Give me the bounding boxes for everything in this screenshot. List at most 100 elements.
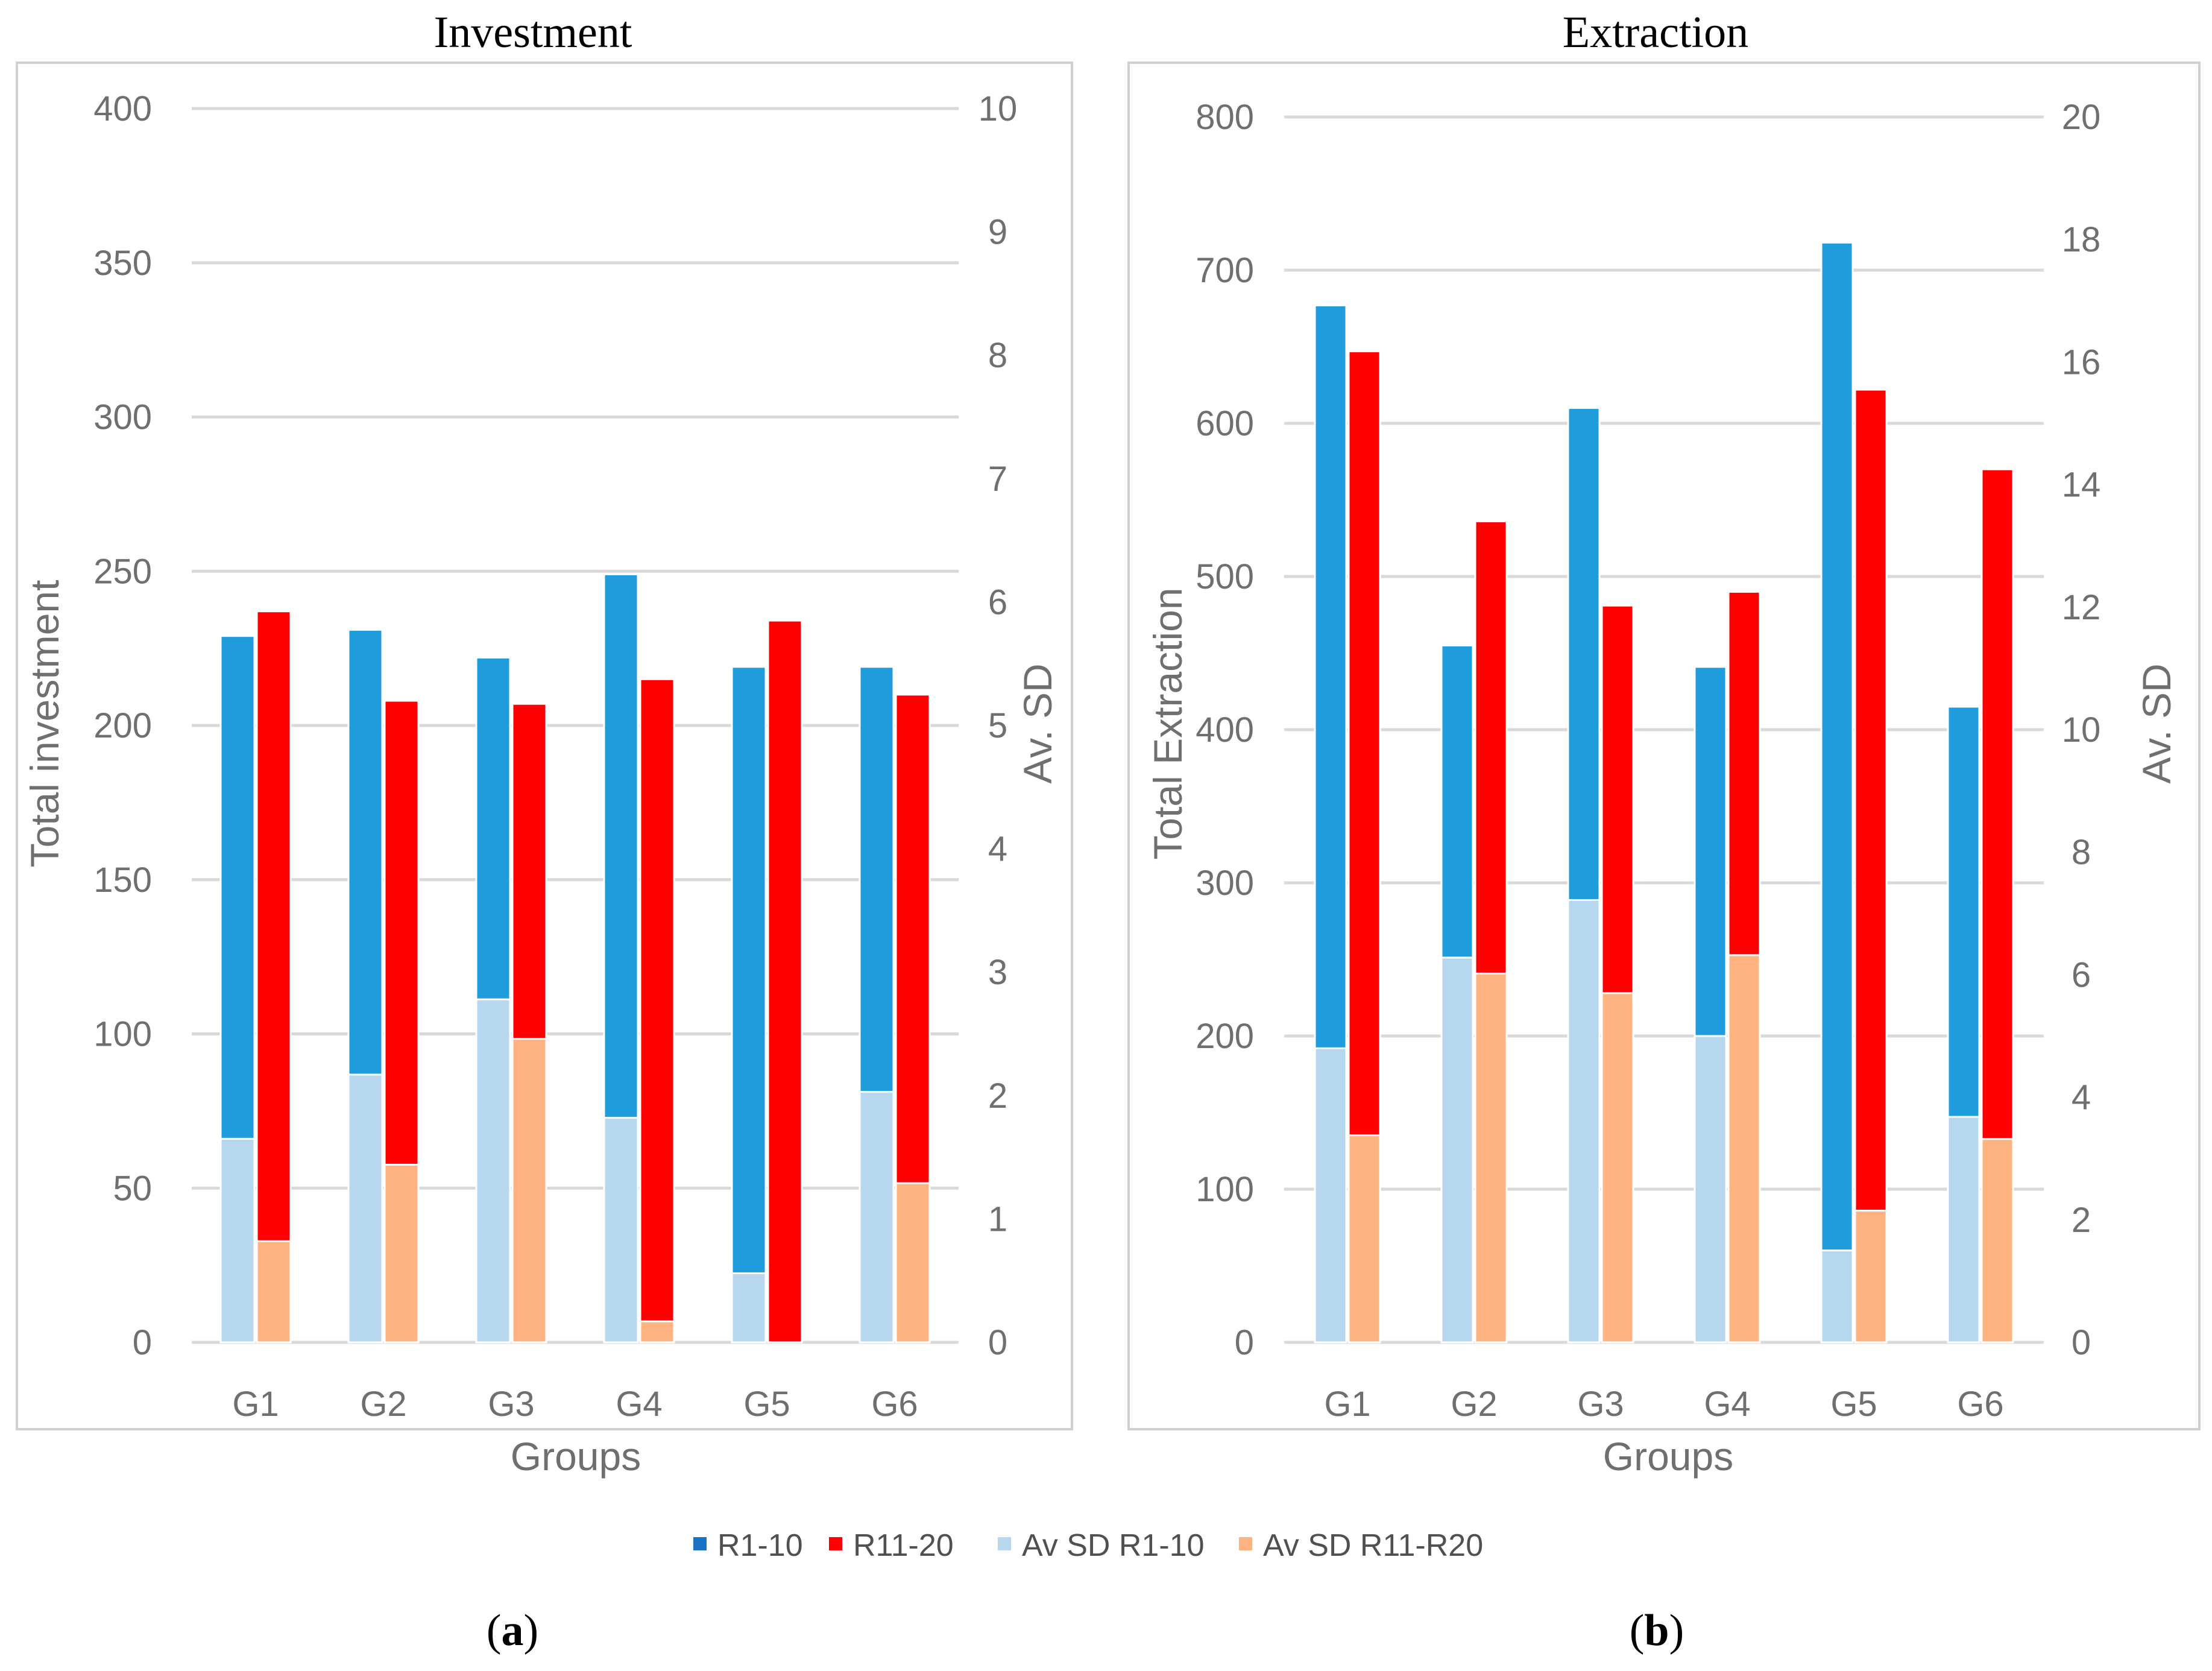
y2-tick-label: 5 [988,706,1007,745]
bar-av-sd-r1-10-g5 [731,1272,767,1344]
y2-tick-label: 0 [988,1323,1007,1362]
bar-av-sd-r1-10-g2 [1440,956,1474,1344]
bar-av-sd-r1-10-g6 [859,1091,895,1344]
bar-av-sd-r1-10-g4 [603,1117,639,1344]
legend-swatch [1239,1537,1252,1550]
caption-letter: b [1644,1606,1669,1655]
caption-paren: ( [487,1606,502,1655]
y2-tick-label: 20 [2062,98,2101,137]
y2-tick-label: 10 [978,89,1018,128]
y-axis-label: Total investment [22,580,67,868]
x-tick-label: G5 [743,1385,790,1424]
y-tick-label: 0 [1235,1323,1254,1362]
y-tick-label: 200 [1196,1017,1254,1056]
bar-r11-20-g1 [256,610,292,1344]
y2-axis-label: Av. SD [1015,663,1060,783]
bar-av-sd-r11-r20-g1 [256,1240,292,1344]
y-tick-label: 400 [1196,710,1254,750]
y-axis-label: Total Extraction [1145,587,1190,859]
bar-r1-10-g5 [731,666,767,1344]
x-tick-label: G3 [488,1385,534,1424]
x-tick-label: G4 [1704,1385,1750,1424]
bar-av-sd-r11-r20-g2 [383,1163,420,1344]
y2-tick-label: 2 [2072,1201,2091,1240]
legend-label: R11-20 [853,1528,954,1563]
legend-swatch [829,1537,842,1550]
bar-r11-20-g5 [767,619,803,1344]
y2-tick-label: 14 [2062,466,2101,505]
y2-tick-label: 1 [988,1199,1007,1239]
y-tick-label: 300 [1196,864,1254,903]
y2-tick-label: 4 [2072,1078,2091,1117]
y2-tick-label: 10 [2062,710,2101,750]
x-tick-label: G4 [616,1385,662,1424]
bar-av-sd-r1-10-g4 [1694,1035,1727,1344]
y2-tick-label: 18 [2062,220,2101,259]
y2-tick-label: 3 [988,953,1007,992]
bar-av-sd-r11-r20-g4 [639,1320,675,1344]
y-tick-label: 700 [1196,251,1254,290]
legend-label: Av SD R1-10 [1022,1528,1205,1563]
bar-av-sd-r11-r20-g3 [1601,992,1634,1344]
bar-av-sd-r1-10-g2 [347,1073,383,1344]
y2-tick-label: 7 [988,460,1007,499]
bar-av-sd-r1-10-g1 [1314,1047,1347,1344]
legend-swatch [998,1537,1011,1550]
y-tick-label: 200 [93,706,152,745]
caption-letter: a [502,1606,524,1655]
y-tick-label: 100 [93,1015,152,1054]
chart-frame [16,62,1073,1430]
x-tick-label: G5 [1830,1385,1877,1424]
bar-av-sd-r1-10-g3 [1567,899,1601,1344]
bar-av-sd-r1-10-g6 [1947,1116,1980,1344]
y2-tick-label: 12 [2062,588,2101,627]
caption-paren: ) [1669,1606,1684,1655]
y2-tick-label: 8 [988,336,1007,375]
y-tick-label: 250 [93,552,152,591]
y2-tick-label: 9 [988,213,1007,252]
y-tick-label: 150 [93,861,152,900]
y2-tick-label: 6 [2072,955,2091,994]
legend: R1-10 R11-20 Av SD R1-10 Av SD R11-R20 [693,1528,1483,1563]
y-tick-label: 800 [1196,98,1254,137]
y-tick-label: 0 [133,1323,152,1362]
legend-label: Av SD R11-R20 [1263,1528,1483,1563]
legend-label: R1-10 [717,1528,803,1563]
bar-av-sd-r11-r20-g2 [1474,972,1508,1344]
x-axis-label: Groups [1603,1434,1733,1479]
bar-av-sd-r1-10-g5 [1820,1249,1854,1344]
y-tick-label: 300 [93,398,152,437]
x-tick-label: G3 [1577,1385,1624,1424]
y-tick-label: 600 [1196,404,1254,443]
bar-av-sd-r11-r20-g5 [1854,1210,1888,1344]
y-tick-label: 400 [93,89,152,128]
chart-panel-investment: Investment 0 50 100 150 200 250 300 350 400 0 1 2 3 4 5… [16,8,1073,1655]
y2-tick-label: 4 [988,830,1007,869]
y-tick-label: 350 [93,244,152,283]
x-tick-label: G1 [1324,1385,1370,1424]
x-tick-label: G2 [1451,1385,1497,1424]
y2-axis-label: Av. SD [2134,663,2179,783]
bar-av-sd-r11-r20-g6 [895,1182,931,1344]
y-tick-label: 500 [1196,557,1254,596]
y2-tick-label: 0 [2072,1323,2091,1362]
caption-extraction: (b) [1630,1606,1684,1655]
bar-av-sd-r11-r20-g1 [1347,1134,1381,1344]
x-tick-label: G1 [232,1385,279,1424]
bar-r11-20-g5 [1854,388,1888,1344]
caption-investment: (a) [487,1606,538,1655]
bar-r1-10-g5 [1820,241,1854,1344]
y-tick-label: 50 [113,1169,152,1208]
x-tick-label: G6 [871,1385,918,1424]
x-tick-label: G6 [1957,1385,2003,1424]
y2-tick-label: 2 [988,1076,1007,1116]
bar-av-sd-r11-r20-g3 [511,1038,547,1344]
x-tick-label: G2 [360,1385,406,1424]
x-axis-label: Groups [511,1434,641,1479]
y2-tick-label: 6 [988,583,1007,622]
bar-av-sd-r1-10-g1 [219,1137,256,1344]
bar-r11-20-g4 [639,678,675,1344]
chart-title: Investment [434,8,632,57]
caption-paren: ) [524,1606,539,1655]
